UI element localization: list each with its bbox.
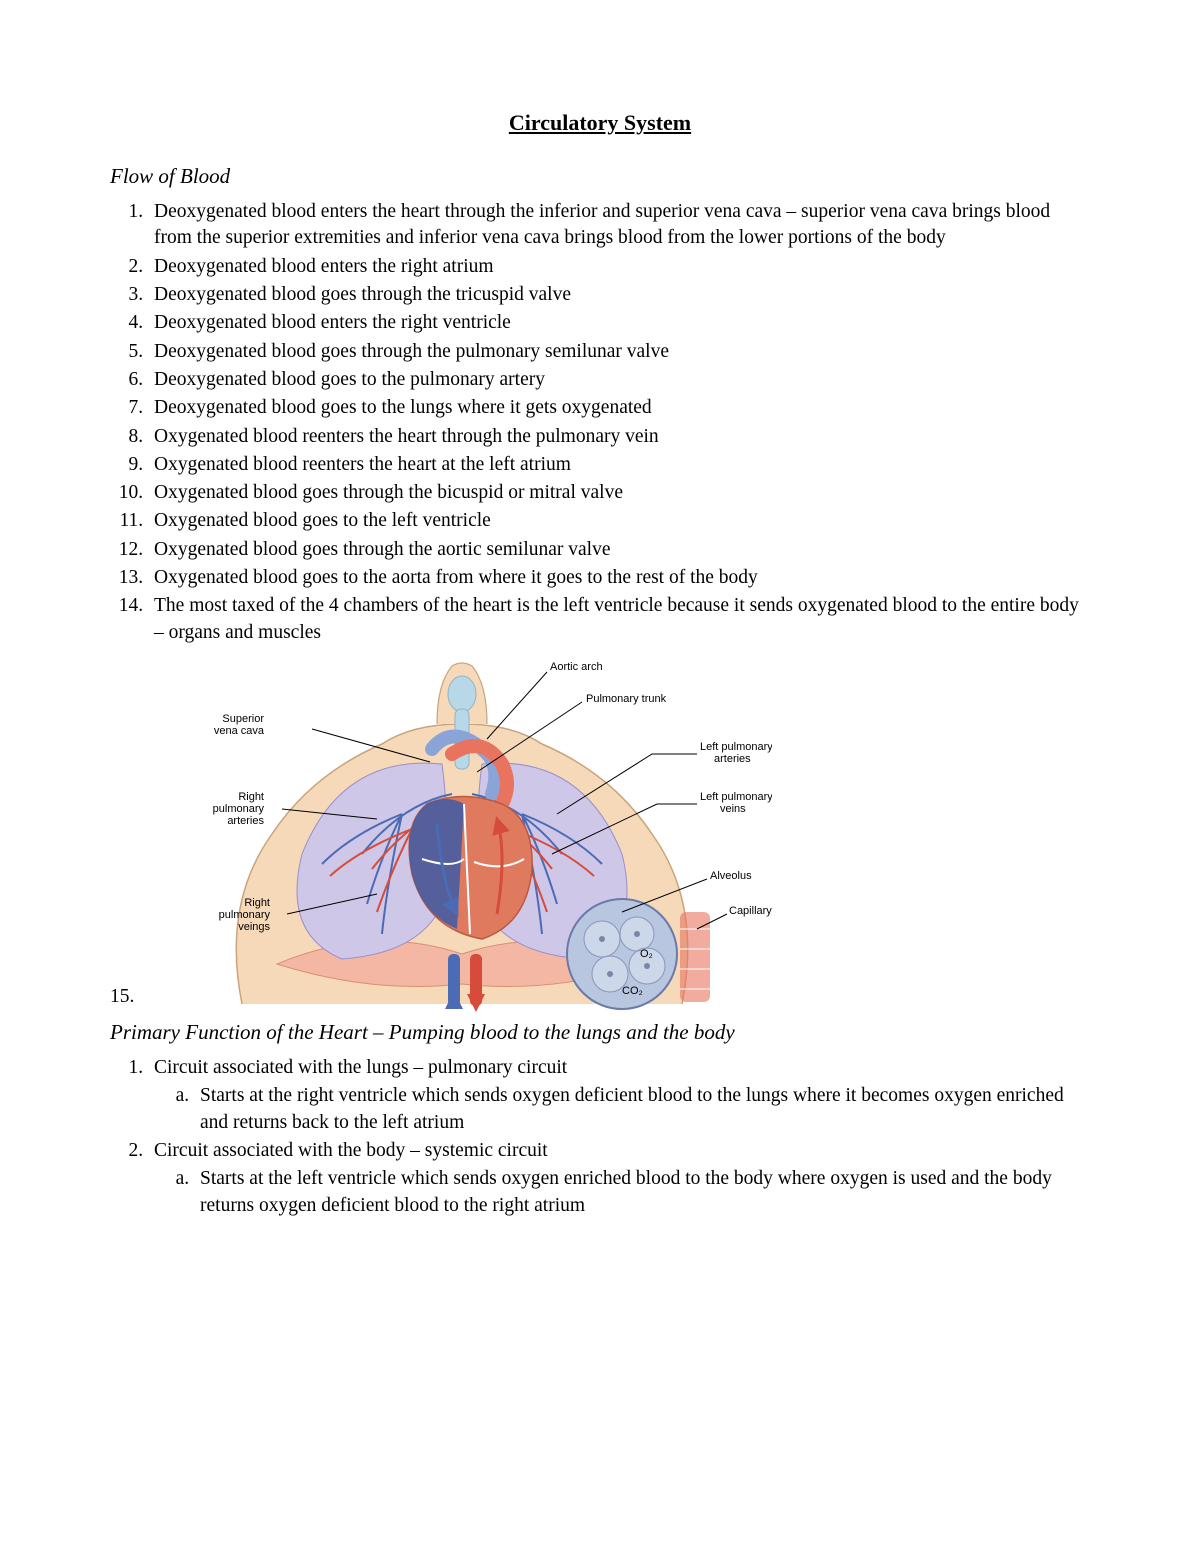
label-aortic-arch: Aortic arch	[550, 661, 603, 673]
list-item: Deoxygenated blood goes to the pulmonary…	[148, 367, 1090, 393]
label-right-pulm-arteries: Right	[238, 791, 264, 803]
svg-text:CO₂: CO₂	[622, 985, 643, 997]
svg-text:pulmonary: pulmonary	[213, 803, 265, 815]
list-item: Oxygenated blood goes to the aorta from …	[148, 565, 1090, 591]
label-capillary: Capillary	[729, 905, 772, 917]
list-item: Circuit associated with the lungs – pulm…	[148, 1055, 1090, 1136]
svg-text:vena cava: vena cava	[214, 725, 265, 737]
label-pulmonary-trunk: Pulmonary trunk	[586, 693, 667, 705]
list-item: Oxygenated blood goes through the bicusp…	[148, 480, 1090, 506]
list-item: Oxygenated blood reenters the heart at t…	[148, 452, 1090, 478]
list-item: Deoxygenated blood goes through the pulm…	[148, 339, 1090, 365]
function-list: Circuit associated with the lungs – pulm…	[110, 1055, 1090, 1219]
sub-list: Starts at the right ventricle which send…	[154, 1083, 1090, 1136]
svg-text:pulmonary: pulmonary	[219, 909, 271, 921]
page-title: Circulatory System	[110, 110, 1090, 136]
sub-list: Starts at the left ventricle which sends…	[154, 1166, 1090, 1219]
list-item: Starts at the right ventricle which send…	[194, 1083, 1090, 1136]
list-item: Oxygenated blood goes through the aortic…	[148, 537, 1090, 563]
list-item: Starts at the left ventricle which sends…	[194, 1166, 1090, 1219]
svg-text:veins: veins	[720, 803, 746, 815]
section-heading-function: Primary Function of the Heart – Pumping …	[110, 1020, 1090, 1045]
list-item: Deoxygenated blood enters the heart thro…	[148, 199, 1090, 252]
heart-anatomy-diagram: O₂ CO₂	[152, 654, 772, 1014]
svg-text:O₂: O₂	[640, 948, 653, 960]
list-item: The most taxed of the 4 chambers of the …	[148, 593, 1090, 646]
section-heading-flow: Flow of Blood	[110, 164, 1090, 189]
list-item: Deoxygenated blood goes through the tric…	[148, 282, 1090, 308]
list-item-text: Circuit associated with the body – syste…	[154, 1140, 548, 1161]
list-item: Deoxygenated blood enters the right atri…	[148, 254, 1090, 280]
label-superior-vena-cava: Superior	[222, 713, 264, 725]
document-page: Circulatory System Flow of Blood Deoxyge…	[0, 0, 1200, 1553]
label-alveolus: Alveolus	[710, 870, 752, 882]
svg-text:veings: veings	[238, 921, 270, 933]
list-item: Oxygenated blood reenters the heart thro…	[148, 424, 1090, 450]
flow-list: Deoxygenated blood enters the heart thro…	[110, 199, 1090, 646]
label-left-pulm-arteries: Left pulmonary	[700, 741, 772, 753]
list-item-text: Circuit associated with the lungs – pulm…	[154, 1057, 567, 1078]
list-number-15: 15.	[110, 986, 140, 1014]
svg-text:arteries: arteries	[714, 753, 751, 765]
list-item: Circuit associated with the body – syste…	[148, 1138, 1090, 1219]
list-item: Deoxygenated blood goes to the lungs whe…	[148, 395, 1090, 421]
label-right-pulm-veins: Right	[244, 897, 270, 909]
diagram-container: 15.	[110, 654, 1090, 1014]
list-item: Oxygenated blood goes to the left ventri…	[148, 508, 1090, 534]
label-left-pulm-veins: Left pulmonary	[700, 791, 772, 803]
svg-text:arteries: arteries	[227, 815, 264, 827]
list-item: Deoxygenated blood enters the right vent…	[148, 310, 1090, 336]
